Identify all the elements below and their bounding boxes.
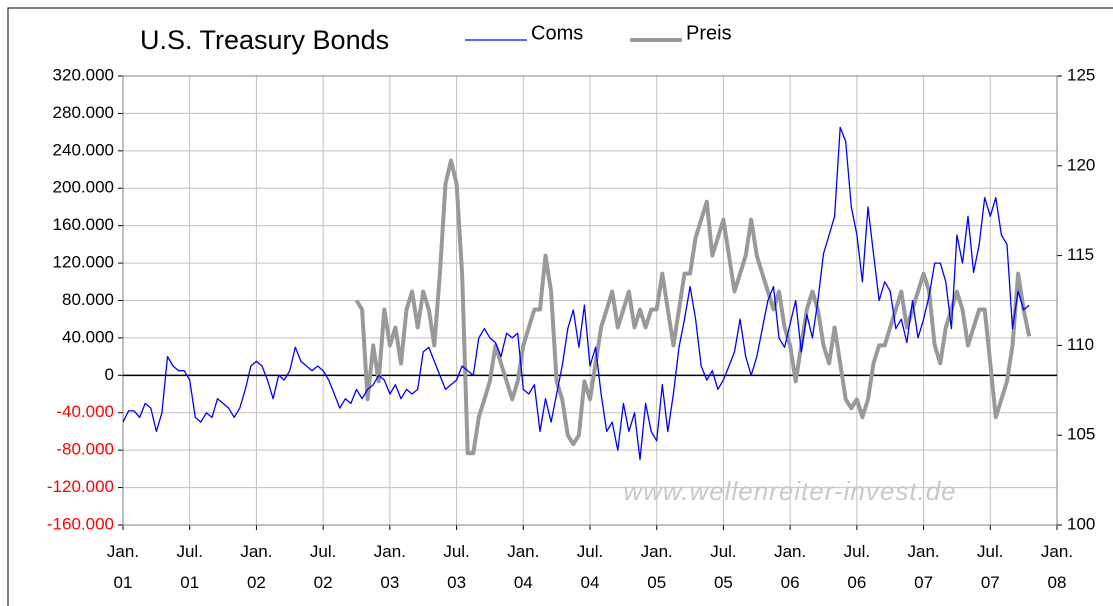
x-tick-label: Jul. 03 — [443, 542, 469, 592]
series-line — [122, 126, 1030, 461]
y-tick-label: 200.000 — [53, 178, 114, 197]
legend-label: Preis — [686, 22, 732, 44]
x-tick-label: Jan. 03 — [374, 542, 406, 592]
x-tick-label: Jul. 02 — [310, 542, 336, 592]
y2-tick-label: 120 — [1067, 155, 1095, 174]
y-tick-label: -40.000 — [56, 402, 114, 421]
x-tick-label: Jul. 01 — [176, 542, 202, 592]
y-tick-label: -80.000 — [56, 440, 114, 459]
x-tick-label: Jan. 02 — [240, 542, 272, 592]
y-tick-label: -120.000 — [47, 477, 114, 496]
x-tick-label: Jan. 06 — [774, 542, 806, 592]
x-tick-label: Jan. 08 — [1041, 542, 1073, 592]
series-line — [354, 158, 1032, 456]
y-tick-label: 80.000 — [62, 290, 114, 309]
y2-tick-label: 115 — [1067, 245, 1094, 264]
y-tick-label: 320.000 — [53, 65, 114, 84]
x-tick-label: Jan. 05 — [641, 542, 673, 592]
y2-tick-label: 100 — [1067, 514, 1095, 533]
chart-title: U.S. Treasury Bonds — [140, 25, 389, 55]
x-tick-label: Jul. 05 — [710, 542, 736, 592]
y2-tick-label: 125 — [1067, 65, 1095, 84]
y-tick-label: 240.000 — [53, 140, 114, 159]
x-tick-label: Jul. 06 — [844, 542, 870, 592]
y-tick-label: 120.000 — [53, 253, 114, 272]
y-tick-label: 160.000 — [53, 215, 114, 234]
plot-border — [122, 75, 1058, 526]
y-tick-label: 280.000 — [53, 103, 114, 122]
y-tick-label: 40.000 — [62, 327, 114, 346]
y-tick-label: -160.000 — [47, 514, 114, 533]
watermark: www.wellenreiter-invest.de — [623, 476, 956, 506]
x-tick-label: Jan. 07 — [908, 542, 940, 592]
legend-label: Coms — [531, 22, 583, 44]
x-tick-label: Jul. 04 — [577, 542, 603, 592]
y-tick-label: 0 — [105, 365, 114, 384]
y2-tick-label: 105 — [1067, 425, 1095, 444]
x-tick-label: Jan. 04 — [507, 542, 539, 592]
x-tick-label: Jan. 01 — [107, 542, 139, 592]
y2-tick-label: 110 — [1067, 335, 1094, 354]
x-tick-label: Jul. 07 — [977, 542, 1003, 592]
